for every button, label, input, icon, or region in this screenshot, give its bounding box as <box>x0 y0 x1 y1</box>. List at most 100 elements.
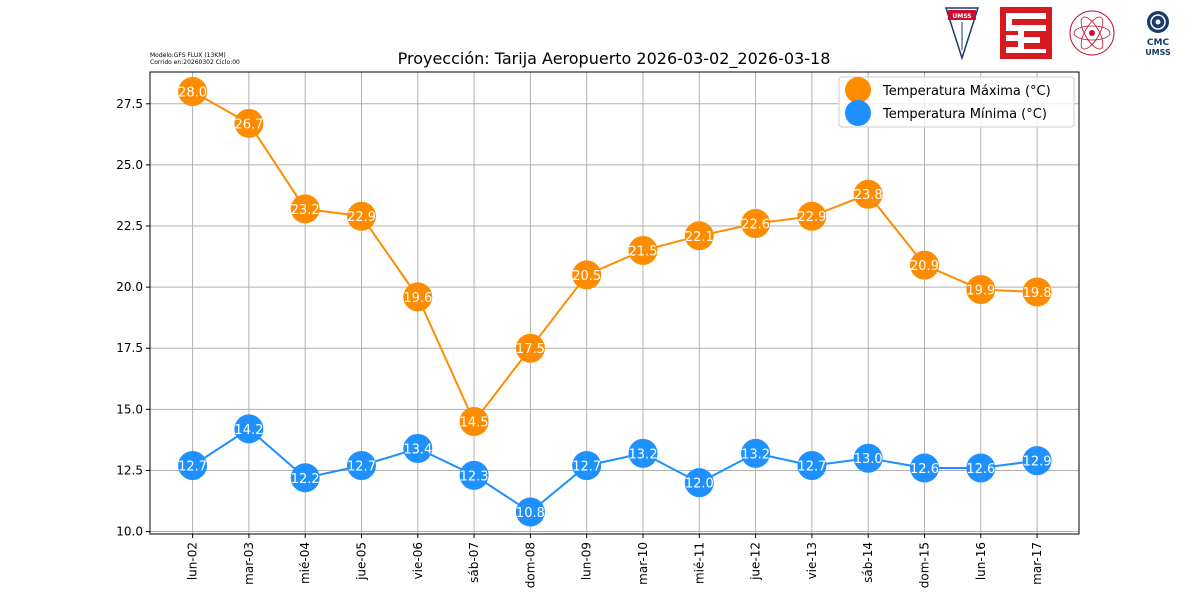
data-label: 12.6 <box>966 462 995 477</box>
model-info-text: Modelo:GFS FLUX (13KM) <box>150 52 226 59</box>
data-point <box>628 235 658 265</box>
data-point <box>741 209 771 239</box>
plot-area <box>149 71 1080 535</box>
data-point <box>966 453 996 483</box>
x-tick-label: vie-06 <box>411 542 425 579</box>
data-point <box>459 407 489 437</box>
series-line <box>192 90 1038 424</box>
series-group: 28.0 26.7 23.2 22.9 19.6 14.5 17.5 20.5 21.5 22.1… <box>178 77 1052 527</box>
data-label: 21.5 <box>629 244 658 259</box>
data-label: 10.8 <box>516 506 545 521</box>
x-tick-label: mié-04 <box>298 542 312 584</box>
data-label: 17.5 <box>516 342 545 357</box>
data-label: 12.7 <box>572 460 601 475</box>
x-tick-label: lun-02 <box>186 542 200 580</box>
data-point <box>290 194 320 224</box>
x-tick-label: mié-11 <box>692 542 706 584</box>
data-label: 12.2 <box>291 472 320 487</box>
x-axis: lun-02 mar-03 mié-04 jue-05 vie-06 sáb-07 dom-… <box>186 534 1044 588</box>
x-tick-label: lun-09 <box>580 542 594 580</box>
y-axis: 10.0 12.5 15.0 17.5 20.0 22.5 25.0 27.5 <box>116 97 150 539</box>
data-label: 14.5 <box>460 416 489 431</box>
cmc-umss-logo: CMC UMSS <box>1145 11 1171 57</box>
data-point <box>797 451 827 481</box>
data-point <box>459 460 489 490</box>
y-tick-label: 20.0 <box>116 280 143 294</box>
y-tick-label: 27.5 <box>116 97 143 111</box>
run-info-text: Corrido en:20260302 Ciclo:00 <box>150 59 240 66</box>
data-label: 12.9 <box>1023 455 1052 470</box>
data-label: 12.7 <box>797 460 826 475</box>
data-label: 19.6 <box>403 291 432 306</box>
x-tick-label: lun-16 <box>974 542 988 580</box>
data-label: 22.9 <box>797 210 826 225</box>
data-label: 22.6 <box>741 218 770 233</box>
data-label: 14.2 <box>234 423 263 438</box>
data-label: 12.3 <box>460 469 489 484</box>
data-point <box>684 221 714 251</box>
data-label: 20.5 <box>572 269 601 284</box>
umss-badge-text: UMSS <box>952 13 971 20</box>
data-label: 19.9 <box>966 284 995 299</box>
data-label: 12.6 <box>910 462 939 477</box>
legend-swatch-max <box>845 77 871 103</box>
data-label: 22.9 <box>347 210 376 225</box>
data-point <box>572 451 602 481</box>
data-point <box>515 333 545 363</box>
y-tick-label: 17.5 <box>116 341 143 355</box>
data-point <box>797 201 827 231</box>
legend-box <box>838 76 1075 128</box>
y-tick-label: 10.0 <box>116 525 143 539</box>
legend: Temperatura Máxima (°C) Temperatura Míni… <box>838 76 1075 128</box>
x-tick-label: vie-13 <box>805 542 819 579</box>
faculty-emblem-logo <box>1000 7 1052 59</box>
legend-swatch-min <box>845 100 871 126</box>
y-tick-label: 25.0 <box>116 158 143 172</box>
series-line <box>192 427 1038 514</box>
data-point <box>572 260 602 290</box>
data-point <box>234 108 264 138</box>
umss-shield-logo: UMSS <box>944 7 980 61</box>
x-tick-label: sáb-14 <box>861 542 875 583</box>
cmc-umss-text: UMSS <box>1145 48 1171 57</box>
data-point <box>1022 446 1052 476</box>
data-label: 23.2 <box>291 203 320 218</box>
data-point <box>234 414 264 444</box>
data-label: 20.9 <box>910 259 939 274</box>
y-tick-label: 15.0 <box>116 402 143 416</box>
data-label: 13.2 <box>629 447 658 462</box>
data-label: 13.4 <box>403 442 432 457</box>
legend-label-min: Temperatura Mínima (°C) <box>882 107 1047 122</box>
data-point <box>403 282 433 312</box>
data-label: 19.8 <box>1023 286 1052 301</box>
series-min: 12.7 14.2 12.2 12.7 13.4 12.3 10.8 12.7 13.2 12.0… <box>178 414 1052 527</box>
data-point <box>628 438 658 468</box>
data-point <box>853 179 883 209</box>
atom-seal-logo <box>1069 10 1115 56</box>
chart-title: Proyección: Tarija Aeropuerto 2026-03-02… <box>398 49 831 69</box>
legend-label-max: Temperatura Máxima (°C) <box>882 84 1051 99</box>
data-point <box>966 275 996 305</box>
x-tick-label: mar-10 <box>636 542 650 585</box>
data-point <box>1022 277 1052 307</box>
data-point <box>515 497 545 527</box>
x-tick-label: sáb-07 <box>467 542 481 583</box>
data-point <box>910 250 939 280</box>
x-tick-label: jue-05 <box>355 542 369 581</box>
data-point <box>290 463 320 493</box>
data-point <box>347 201 376 231</box>
x-tick-label: dom-15 <box>918 542 932 588</box>
data-point <box>403 433 433 463</box>
data-point <box>684 468 714 498</box>
x-tick-label: mar-17 <box>1030 542 1044 585</box>
data-point <box>853 443 883 473</box>
data-label: 13.0 <box>854 452 883 467</box>
data-label: 12.7 <box>178 460 207 475</box>
data-point <box>741 438 771 468</box>
cmc-text: CMC <box>1147 38 1170 48</box>
data-point <box>347 451 376 481</box>
x-tick-label: dom-08 <box>523 542 537 588</box>
data-point <box>178 77 208 107</box>
y-tick-label: 12.5 <box>116 463 143 477</box>
